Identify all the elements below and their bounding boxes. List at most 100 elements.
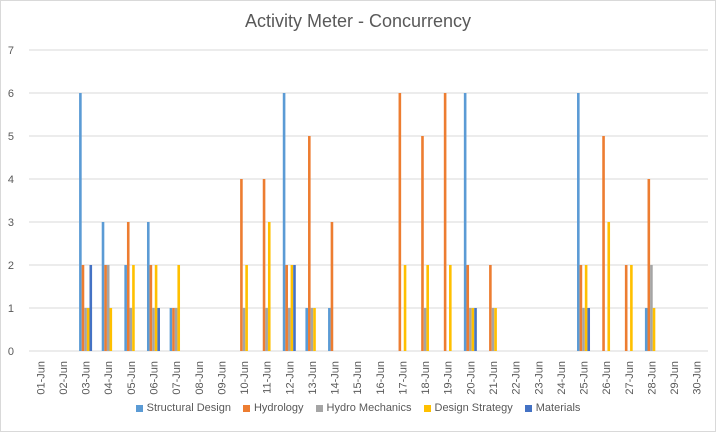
legend-label: Materials [535, 402, 581, 414]
bar-hydro-mechanics [84, 308, 87, 351]
legend-item: Structural Design [135, 402, 231, 414]
y-tick-label: 6 [8, 88, 14, 100]
gridlines [29, 49, 708, 352]
bar-structural-design [305, 308, 309, 351]
y-tick-label: 1 [8, 303, 14, 315]
bar-design-strategy [403, 265, 407, 351]
bar-structural-design [282, 93, 286, 351]
bar-design-strategy [86, 308, 90, 351]
bars [79, 93, 656, 351]
chart-title: Activity Meter - Concurrency [244, 11, 472, 31]
x-tick-label: 11-Jun [262, 361, 274, 394]
bar-hydrology [104, 265, 107, 351]
bar-hydrology [240, 179, 243, 351]
x-tick-label: 21-Jun [488, 361, 500, 395]
y-tick-label: 4 [8, 174, 14, 186]
legend-swatch [242, 404, 250, 412]
bar-design-strategy [154, 265, 158, 351]
bar-materials [293, 265, 296, 351]
bar-structural-design [101, 222, 105, 351]
bar-hydrology [602, 136, 605, 351]
bar-hydrology [308, 136, 311, 351]
bar-structural-design [644, 308, 648, 351]
x-tick-labels: 01-Jun 02-Jun 03-Jun 04-Jun 05-Jun 06-Jun 07-J… [35, 361, 703, 395]
bar-hydrology [81, 265, 85, 351]
y-tick-label: 5 [8, 131, 14, 143]
x-tick-label: 08-Jun [194, 361, 206, 395]
x-tick-label: 13-Jun [307, 361, 319, 395]
x-tick-label: 20-Jun [465, 361, 477, 395]
bar-hydrology [647, 179, 651, 351]
bar-structural-design [146, 222, 150, 351]
x-tick-label: 25-Jun [579, 361, 591, 395]
legend-label: Hydrology [253, 402, 304, 414]
legend-label: Hydro Mechanics [326, 402, 412, 414]
bar-hydrology [285, 265, 288, 351]
bar-hydro-mechanics [106, 265, 110, 351]
bar-hydrology [443, 93, 447, 351]
bar-materials [474, 308, 477, 351]
x-tick-label: 09-Jun [216, 361, 228, 395]
legend-item: Hydro Mechanics [315, 402, 412, 414]
y-tick-label: 7 [8, 45, 14, 57]
bar-design-strategy [584, 265, 588, 351]
x-tick-label: 23-Jun [533, 361, 545, 395]
x-tick-label: 29-Jun [669, 361, 681, 395]
bar-hydro-mechanics [265, 308, 268, 351]
bar-hydrology [421, 136, 424, 351]
bar-structural-design [328, 308, 331, 351]
x-tick-label: 14-Jun [330, 361, 342, 395]
bar-hydro-mechanics [423, 308, 427, 351]
bar-hydrology [126, 222, 130, 351]
bar-structural-design [124, 265, 127, 351]
x-tick-label: 22-Jun [511, 361, 523, 395]
bar-materials [89, 265, 93, 351]
bar-design-strategy [449, 265, 452, 351]
legend-item: Materials [524, 402, 581, 414]
bar-hydro-mechanics [129, 308, 133, 351]
x-tick-label: 03-Jun [81, 361, 93, 395]
legend-swatch [315, 404, 323, 412]
bar-design-strategy [607, 222, 611, 351]
y-tick-labels: 0 1 2 3 4 5 6 7 [8, 45, 14, 358]
bar-hydro-mechanics [152, 308, 155, 351]
bar-design-strategy [471, 308, 475, 351]
bar-materials [587, 308, 591, 351]
x-tick-label: 04-Jun [103, 361, 115, 395]
bar-structural-design [463, 93, 467, 351]
x-tick-label: 07-Jun [171, 361, 183, 395]
x-tick-label: 06-Jun [148, 361, 160, 395]
bar-hydro-mechanics [491, 308, 495, 351]
x-tick-label: 18-Jun [420, 361, 432, 395]
bar-hydro-mechanics [287, 308, 291, 351]
bar-design-strategy [109, 308, 113, 351]
legend: Structural Design Hydrology Hydro Mechanic… [0, 402, 716, 414]
bar-hydrology [172, 308, 175, 351]
bar-hydro-mechanics [650, 265, 653, 351]
x-tick-label: 24-Jun [556, 361, 568, 395]
y-tick-label: 2 [8, 260, 14, 272]
bar-design-strategy [313, 308, 316, 351]
legend-label: Design Strategy [434, 402, 513, 414]
x-tick-label: 26-Jun [601, 361, 613, 395]
bar-hydro-mechanics [469, 308, 472, 351]
legend-item: Design Strategy [423, 402, 513, 414]
x-tick-label: 12-Jun [284, 361, 296, 395]
bar-hydro-mechanics [310, 308, 314, 351]
x-tick-label: 02-Jun [58, 361, 70, 395]
bar-design-strategy [426, 265, 429, 351]
x-tick-label: 16-Jun [375, 361, 387, 395]
bar-hydrology [398, 93, 402, 351]
bar-hydrology [466, 265, 470, 351]
y-tick-label: 0 [8, 346, 14, 358]
bar-design-strategy [132, 265, 135, 351]
legend-label: Structural Design [146, 402, 231, 414]
x-tick-label: 15-Jun [352, 361, 364, 395]
x-tick-label: 10-Jun [239, 361, 251, 395]
legend-swatch [135, 404, 143, 412]
bar-design-strategy [494, 308, 497, 351]
bar-structural-design [169, 308, 173, 351]
x-tick-label: 17-Jun [397, 361, 409, 395]
